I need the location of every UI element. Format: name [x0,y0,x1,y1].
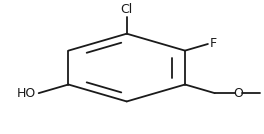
Text: Cl: Cl [121,3,133,16]
Text: F: F [210,38,217,51]
Text: HO: HO [17,87,36,100]
Text: O: O [234,87,243,100]
